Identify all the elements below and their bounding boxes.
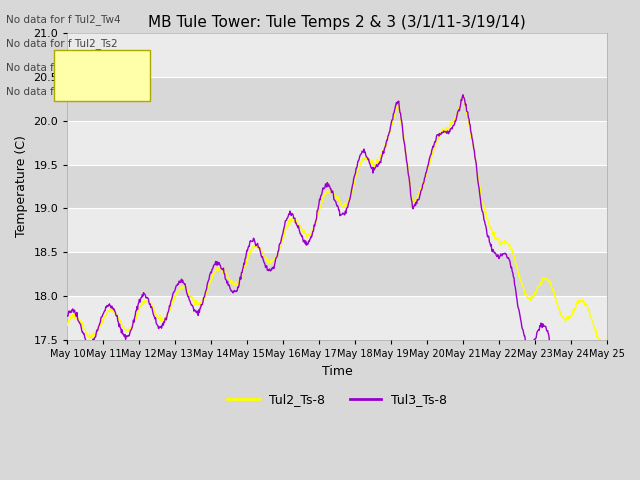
Bar	[67, 297, 607, 340]
Y-axis label: Temperature (C): Temperature (C)	[15, 135, 28, 238]
Bar	[67, 76, 607, 120]
Text: No data for f Tul3_Tule: No data for f Tul3_Tule	[6, 86, 122, 97]
Bar	[67, 33, 607, 76]
Bar	[67, 165, 607, 208]
Text: No data for f Tul3_Tw4: No data for f Tul3_Tw4	[6, 62, 121, 73]
X-axis label: Time: Time	[322, 365, 353, 378]
Legend: Tul2_Ts-8, Tul3_Ts-8: Tul2_Ts-8, Tul3_Ts-8	[223, 388, 452, 411]
Bar	[67, 252, 607, 297]
Text: No data for f Tul2_Tw4: No data for f Tul2_Tw4	[6, 14, 121, 25]
Text: No data for f Tul2_Ts2: No data for f Tul2_Ts2	[6, 38, 118, 49]
Bar	[67, 120, 607, 165]
Title: MB Tule Tower: Tule Temps 2 & 3 (3/1/11-3/19/14): MB Tule Tower: Tule Temps 2 & 3 (3/1/11-…	[148, 15, 526, 30]
Bar	[67, 208, 607, 252]
